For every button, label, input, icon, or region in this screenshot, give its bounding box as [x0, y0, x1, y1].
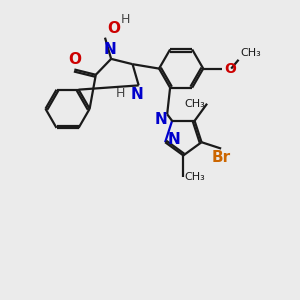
Text: N: N	[103, 42, 116, 57]
Text: N: N	[131, 87, 144, 102]
Text: Br: Br	[212, 150, 231, 165]
Text: CH₃: CH₃	[185, 172, 206, 182]
Text: O: O	[107, 21, 120, 36]
Text: N: N	[168, 132, 181, 147]
Text: O: O	[68, 52, 81, 68]
Text: N: N	[155, 112, 168, 127]
Text: H: H	[121, 14, 130, 26]
Text: CH₃: CH₃	[185, 99, 206, 109]
Text: CH₃: CH₃	[240, 48, 261, 58]
Text: O: O	[224, 61, 236, 76]
Text: H: H	[116, 87, 125, 100]
